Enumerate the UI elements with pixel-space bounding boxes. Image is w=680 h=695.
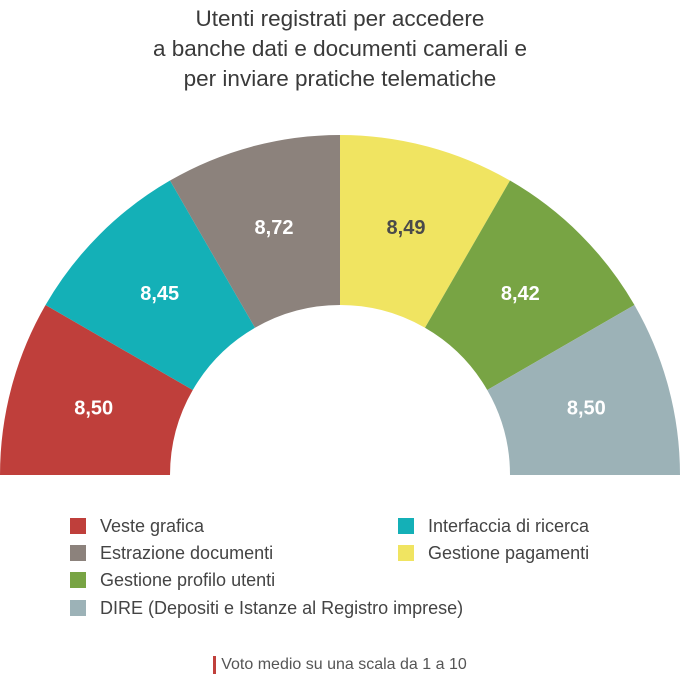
legend-swatch bbox=[70, 545, 86, 561]
legend-label: DIRE (Depositi e Istanze al Registro imp… bbox=[100, 597, 464, 618]
slice-value-label: 8,42 bbox=[501, 283, 540, 305]
legend-label: Gestione profilo utenti bbox=[100, 569, 276, 590]
slice-1 bbox=[0, 305, 193, 475]
slice-value-label: 8,49 bbox=[387, 217, 426, 239]
slice-5 bbox=[425, 180, 635, 390]
slice-3 bbox=[170, 135, 340, 328]
footnote-text: Voto medio su una scala da 1 a 10 bbox=[221, 656, 467, 673]
semicircle-donut-chart: 8,50 8,45 8,72 8,49 8,42 8,50 bbox=[0, 135, 680, 475]
slice-value-label: 8,50 bbox=[567, 397, 606, 419]
title-line-2: a banche dati e documenti camerali e bbox=[153, 36, 527, 61]
title-line-3: per inviare pratiche telematiche bbox=[183, 66, 497, 91]
slice-6 bbox=[487, 305, 680, 475]
legend-label: Gestione pagamenti bbox=[428, 542, 590, 563]
legend-label: Veste grafica bbox=[100, 515, 205, 536]
legend-swatch bbox=[398, 518, 414, 534]
legend-item-interfaccia-di-ricerca: Interfaccia di ricerca bbox=[398, 515, 589, 537]
legend-item-estrazione-documenti: Estrazione documenti bbox=[70, 542, 273, 564]
slice-value-label: 8,45 bbox=[140, 283, 179, 305]
legend-item-gestione-profilo-utenti: Gestione profilo utenti bbox=[70, 569, 275, 591]
legend-item-gestione-pagamenti: Gestione pagamenti bbox=[398, 542, 589, 564]
legend-swatch bbox=[70, 518, 86, 534]
legend-label: Interfaccia di ricerca bbox=[428, 515, 590, 536]
slice-value-label: 8,50 bbox=[74, 397, 113, 419]
legend-swatch bbox=[70, 572, 86, 588]
footnote: Voto medio su una scala da 1 a 10 bbox=[0, 656, 680, 674]
legend-label: Estrazione documenti bbox=[100, 542, 274, 563]
legend-swatch bbox=[398, 545, 414, 561]
legend-item-dire: DIRE (Depositi e Istanze al Registro imp… bbox=[70, 597, 463, 619]
slice-2 bbox=[45, 180, 255, 390]
legend-swatch bbox=[70, 600, 86, 616]
slice-value-label: 8,72 bbox=[255, 217, 294, 239]
title-line-1: Utenti registrati per accedere bbox=[195, 6, 485, 31]
footnote-marker bbox=[213, 656, 217, 674]
legend-item-veste-grafica: Veste grafica bbox=[70, 515, 204, 537]
chart-title: Utenti registrati per accedere a banche … bbox=[0, 4, 680, 94]
slice-4 bbox=[340, 135, 510, 328]
